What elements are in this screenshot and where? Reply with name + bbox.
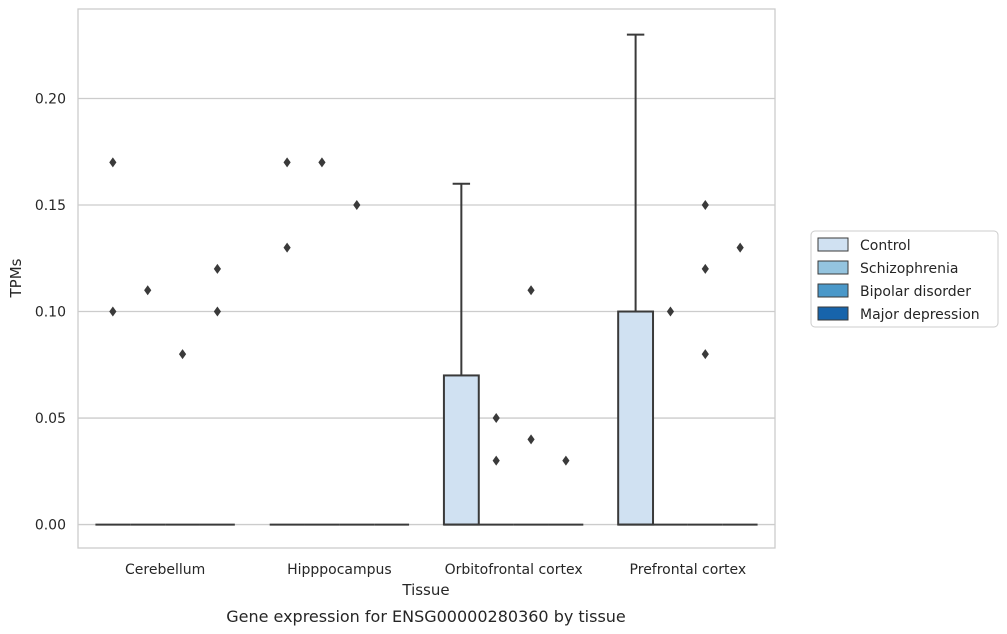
box-group — [478, 413, 514, 526]
box-group — [548, 455, 584, 526]
outlier-point — [109, 306, 117, 317]
box-group — [130, 285, 166, 526]
y-tick-label: 0.10 — [35, 305, 66, 321]
boxes-layer — [95, 33, 758, 526]
legend-swatch — [817, 306, 849, 321]
x-tick-label: Prefrontal cortex — [630, 562, 747, 578]
outlier-point — [109, 157, 117, 168]
outlier-point — [213, 306, 221, 317]
y-tick-label: 0.20 — [35, 91, 66, 107]
box-group — [339, 200, 375, 526]
box-body — [617, 310, 655, 526]
outlier-point — [283, 157, 291, 168]
box-group — [513, 285, 549, 526]
outlier-point — [492, 413, 500, 424]
legend-label: Schizophrenia — [860, 261, 958, 277]
legend-label: Major depression — [860, 307, 980, 323]
outlier-point — [701, 349, 709, 360]
outlier-point — [562, 455, 570, 466]
box-group — [687, 200, 723, 526]
chart-caption: Gene expression for ENSG00000280360 by t… — [226, 607, 626, 626]
legend-swatch — [817, 283, 849, 298]
box-group — [95, 157, 131, 526]
legend-frame — [810, 230, 999, 328]
x-tick-label: Cerebellum — [125, 562, 205, 578]
y-axis-label: TPMs — [7, 258, 25, 298]
box-body — [442, 374, 480, 526]
y-tick-label: 0.15 — [35, 198, 66, 214]
box-group — [165, 349, 200, 526]
outlier-point — [492, 455, 500, 466]
outlier-point — [318, 157, 326, 168]
legend: Control Schizophrenia Bipolar disorder Majo… — [810, 230, 999, 328]
box-group — [617, 33, 655, 526]
x-tick-labels: Cerebellum Hipppocampus Orbitofrontal cort… — [125, 562, 746, 578]
box-group — [722, 242, 758, 526]
box-group — [199, 263, 235, 526]
outlier-point — [527, 285, 535, 296]
legend-swatch — [817, 237, 849, 252]
y-tick-labels: 0.00 0.05 0.10 0.15 0.20 — [35, 91, 66, 533]
outlier-point — [353, 200, 361, 210]
legend-swatch — [817, 260, 849, 275]
legend-label: Bipolar disorder — [860, 284, 971, 300]
x-tick-label: Orbitofrontal cortex — [445, 562, 583, 578]
outlier-point — [178, 349, 187, 360]
outlier-point — [701, 200, 709, 210]
outlier-point — [283, 242, 291, 253]
x-tick-label: Hipppocampus — [287, 562, 392, 578]
box-group — [653, 306, 688, 526]
outlier-point — [527, 434, 535, 445]
box-group — [304, 157, 340, 526]
box-group — [269, 157, 305, 526]
x-axis-label: Tissue — [401, 581, 449, 599]
y-tick-label: 0.05 — [35, 411, 66, 427]
legend-label: Control — [860, 238, 911, 254]
outlier-point — [144, 285, 152, 296]
outlier-point — [666, 306, 675, 317]
outlier-point — [701, 263, 709, 274]
outlier-point — [736, 242, 744, 253]
box-group — [442, 182, 480, 526]
y-tick-label: 0.00 — [35, 518, 66, 534]
plot-frame — [77, 8, 776, 549]
outlier-point — [213, 263, 221, 274]
